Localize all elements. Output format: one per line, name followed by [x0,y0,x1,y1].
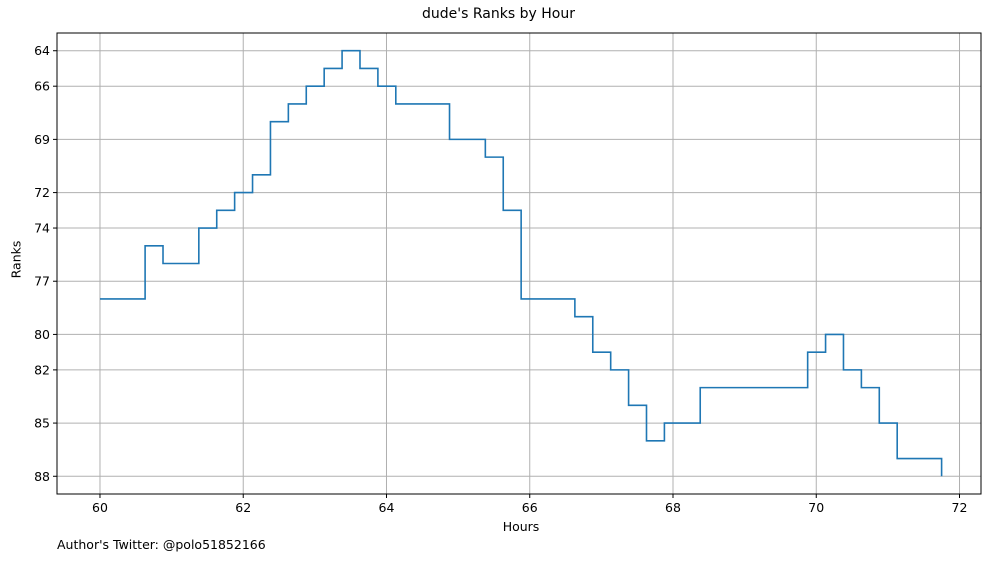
y-tick-label: 74 [34,221,50,236]
y-tick-label: 80 [34,327,50,342]
y-tick-label: 77 [34,274,50,289]
plot-frame [56,32,982,495]
series-group [99,49,943,477]
y-tick-label: 88 [34,469,50,484]
x-tick-label: 60 [92,500,108,515]
y-tick-label: 64 [34,43,50,58]
axes-frame [56,32,982,495]
y-axis-label: Ranks [8,240,24,279]
x-tick-label: 64 [379,500,395,515]
author-footnote: Author's Twitter: @polo51852166 [57,537,266,552]
x-tick-label: 72 [952,500,968,515]
y-tick-label: 85 [34,416,50,431]
x-tick-label: 68 [665,500,681,515]
ticks-group: 60 62 64 66 68 70 72 64 66 69 72 74 77 80 82 85 88 [34,43,967,515]
x-tick-label: 70 [808,500,824,515]
chart-title: dude's Ranks by Hour [422,6,575,22]
y-tick-label: 69 [34,132,50,147]
x-tick-label: 66 [522,500,538,515]
y-tick-label: 82 [34,362,50,377]
x-tick-label: 62 [235,500,251,515]
rank-series-line [99,49,943,477]
x-axis-label: Hours [502,519,540,534]
y-tick-label: 72 [34,185,50,200]
y-tick-label: 66 [34,79,50,94]
